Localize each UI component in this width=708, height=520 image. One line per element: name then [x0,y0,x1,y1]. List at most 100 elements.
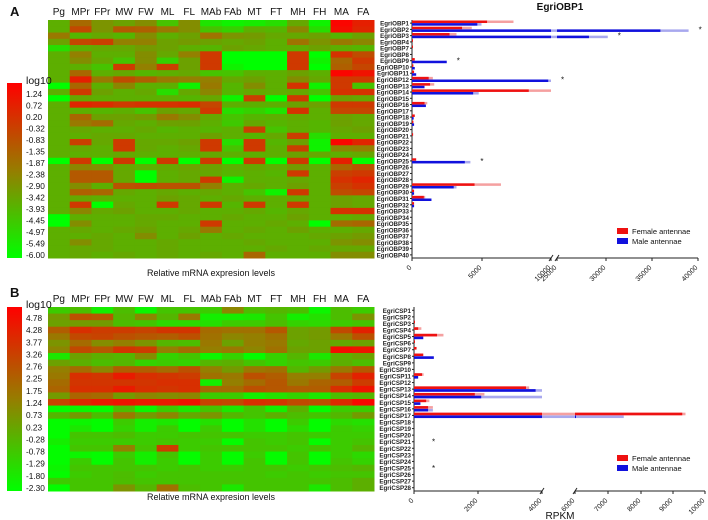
heatmap-cell [200,232,223,240]
heatmap-cell [243,385,266,393]
heatmap-cell [134,379,158,387]
heatmap-cell [330,399,353,407]
heatmap-cell [330,26,353,34]
heatmap-cell [243,425,266,433]
heatmap-cell [352,70,375,77]
heatmap-cell [243,438,266,446]
category-label: EgriCSP3 [383,321,412,328]
heatmap-cell [221,145,245,153]
heatmap-cell [352,484,375,492]
category-label: EgriCSP5 [383,334,412,341]
heatmap-cell [287,245,310,253]
heatmap-cell [156,32,179,40]
heatmap-cell [91,70,114,77]
significance-marker: * [618,32,621,41]
heatmap-cell [287,320,310,328]
heatmap-cell [330,101,353,109]
heatmap-cell [156,207,179,215]
bar-male [414,415,542,419]
category-label: EgriOBP40 [377,252,410,259]
heatmap-cell [200,195,223,203]
heatmap-cell [69,438,92,446]
heatmap-cell [91,425,114,433]
bar-female [412,133,414,136]
heatmap-cell [48,226,71,234]
heatmap-cell [352,405,375,413]
heatmap-cell [221,139,245,146]
color-legend-tick: -4.45 [26,216,45,226]
heatmap-cell [156,313,179,321]
category-label: EgriOBP18 [377,115,410,122]
heatmap-cell [330,95,353,102]
color-legend-tick: 0.23 [26,422,43,432]
heatmap-cell [113,464,136,472]
heatmap-cell [178,195,201,203]
heatmap-cell [69,333,92,341]
category-label: EgriOBP20 [377,127,410,134]
heatmap-cell [48,359,71,367]
bar-female [412,195,424,199]
heatmap-cell [156,245,179,253]
category-label: EgriOBP30 [377,190,410,197]
heatmap-cell [287,113,310,121]
heatmap-cell [48,392,71,400]
heatmap-cell [330,63,353,71]
heatmap-cell [308,201,332,209]
heatmap-cell [134,438,158,446]
heatmap-cell [200,214,223,221]
heatmap-cell [352,399,375,407]
heatmap-cell [265,139,288,146]
heatmap-cell [287,339,310,347]
heatmap-cell [287,63,310,71]
heatmap-cell [156,145,179,153]
heatmap-cell [134,399,158,407]
heatmap-cell [200,51,223,59]
heatmap-cell [352,51,375,59]
heatmap-cell [287,346,310,354]
heatmap-cell [352,132,375,140]
tissue-label: MW [115,294,133,305]
heatmap-cell [113,239,136,246]
heatmap-cell [156,405,179,413]
heatmap-cell [91,451,114,459]
heatmap-cell [48,107,71,115]
heatmap-cell [113,372,136,380]
heatmap-cell [287,38,310,46]
heatmap-cell [156,412,179,420]
heatmap-cell [134,214,158,221]
heatmap-cell [221,63,245,71]
heatmap-cell [287,120,310,127]
heatmap-cell [265,145,288,153]
heatmap-cell [308,182,332,190]
heatmap-cell [48,214,71,221]
significance-marker: * [432,438,435,447]
heatmap-cell [200,45,223,52]
heatmap-cell [243,76,266,84]
heatmap-cell [287,239,310,246]
heatmap-cell [134,451,158,459]
tissue-label: MA [334,294,349,305]
category-label: EgriCSP4 [383,328,412,335]
category-label: EgriOBP7 [380,46,409,53]
heatmap-cell [91,207,114,215]
heatmap-cell [91,26,114,34]
color-legend-tick: -2.30 [26,483,45,493]
heatmap-cell [91,170,114,178]
heatmap-cell [156,220,179,228]
bar-male [412,92,474,95]
heatmap-cell [134,207,158,215]
heatmap-cell [308,51,332,59]
heatmap-cell [48,20,71,27]
heatmap-cell [91,113,114,121]
heatmap-cell [113,82,136,90]
heatmap-cell [113,477,136,485]
heatmap-cell [352,353,375,361]
heatmap-cell [134,418,158,426]
heatmap-cell [287,101,310,109]
heatmap-cell [221,26,245,34]
heatmap-cell [134,113,158,121]
heatmap-cell [113,346,136,354]
heatmap-cell [91,477,114,485]
bar-male [414,376,419,379]
category-label: EgriCSP19 [379,426,411,433]
